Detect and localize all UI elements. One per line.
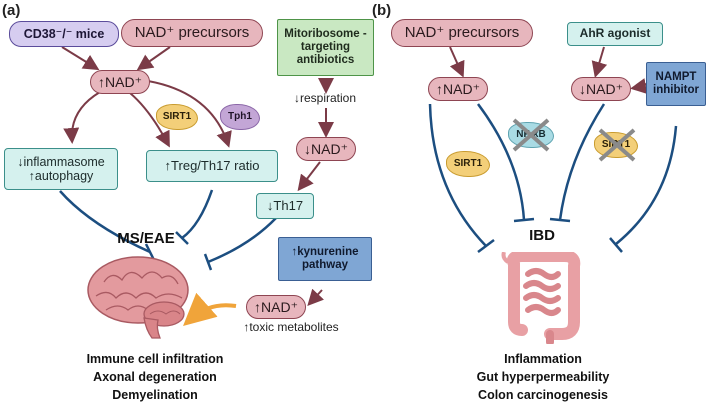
ahr-agonist-box: AhR agonist	[567, 22, 663, 46]
th17-decrease-box: ↓Th17	[256, 193, 314, 219]
arrow-nad-to-treg	[129, 92, 170, 148]
inhibit-treg-msea	[181, 189, 214, 240]
b-nad-increase-node: ↑NAD⁺	[428, 77, 488, 101]
nad-decrease-node: ↓NAD⁺	[296, 137, 356, 161]
autophagy-label: ↑autophagy	[28, 169, 94, 183]
nad-precursors-node: NAD⁺ precursors	[121, 19, 263, 47]
arrow-b-ahr-to-nad	[591, 46, 608, 78]
ibd-label: IBD	[529, 227, 555, 245]
arrow-b-precursors-to-nad	[449, 46, 465, 78]
ibd-outcome-item: Gut hyperpermeability	[476, 370, 610, 384]
arrow-nad-to-tph1	[141, 79, 232, 148]
nfkb-crossed-icon	[512, 118, 550, 152]
brain-icon	[87, 256, 189, 339]
ibd-outcomes-list: Inflammation Gut hyperpermeability Colon…	[458, 350, 628, 404]
b-sirt1-protein-icon: SIRT1	[446, 151, 490, 177]
intestine-icon	[501, 252, 581, 344]
inhibit-b-right-far	[615, 125, 678, 245]
arrow-nad-to-inflammasome	[63, 91, 101, 144]
treg-th17-ratio-box: ↑Treg/Th17 ratio	[146, 150, 278, 182]
inflammasome-autophagy-box: ↓inflammasome ↑autophagy	[4, 148, 118, 190]
ibd-outcome-item: Inflammation	[504, 352, 582, 366]
inhibit-b-left-near	[476, 103, 526, 221]
ms-outcome-item: Demyelination	[112, 388, 198, 402]
sirt1-protein-icon: SIRT1	[156, 104, 198, 130]
inhibit-th17-msea	[207, 217, 277, 264]
arrow-toxic-to-brain	[183, 292, 237, 326]
kynurenine-pathway-box: ↑kynurenine pathway	[278, 237, 372, 281]
ms-outcome-item: Axonal degeneration	[93, 370, 217, 384]
ms-outcomes-list: Immune cell infiltration Axonal degenera…	[60, 350, 250, 404]
b-nad-decrease-node: ↓NAD⁺	[571, 77, 631, 101]
arrow-precursors-to-nad	[136, 46, 171, 71]
ibd-outcome-item: Colon carcinogenesis	[478, 388, 608, 402]
arrow-cd38-to-nad	[61, 46, 100, 71]
inhibit-b-left-far	[428, 103, 487, 247]
sirt1-crossed-icon	[598, 128, 636, 162]
ms-outcome-item: Immune cell infiltration	[86, 352, 224, 366]
inhibit-b-right-near	[558, 103, 606, 221]
inhibit-inflammasome-msea	[59, 190, 151, 254]
b-nad-precursors-node: NAD⁺ precursors	[391, 19, 533, 47]
panel-b-label: (b)	[372, 2, 392, 19]
inflammasome-label: ↓inflammasome	[17, 154, 105, 169]
nad-increase-kynurenine-node: ↑NAD⁺	[246, 295, 306, 319]
toxic-metabolites-label: ↑toxic metabolites	[243, 320, 339, 335]
panel-a-label: (a)	[2, 2, 21, 19]
ms-eae-label: MS/EAE	[117, 230, 175, 248]
respiration-label: ↓respiration	[293, 91, 357, 106]
nad-increase-node: ↑NAD⁺	[90, 70, 150, 94]
mitoribosome-antibiotics-node: Mitoribosome -targeting antibiotics	[277, 19, 374, 76]
arrow-nad-to-th17	[297, 161, 321, 192]
tph1-protein-icon: Tph1	[220, 104, 260, 130]
nampt-inhibitor-box: NAMPT inhibitor	[646, 62, 706, 106]
cd38-knockout-node: CD38⁻/⁻ mice	[9, 21, 119, 47]
arrow-kynurenine-to-nad	[307, 288, 325, 306]
